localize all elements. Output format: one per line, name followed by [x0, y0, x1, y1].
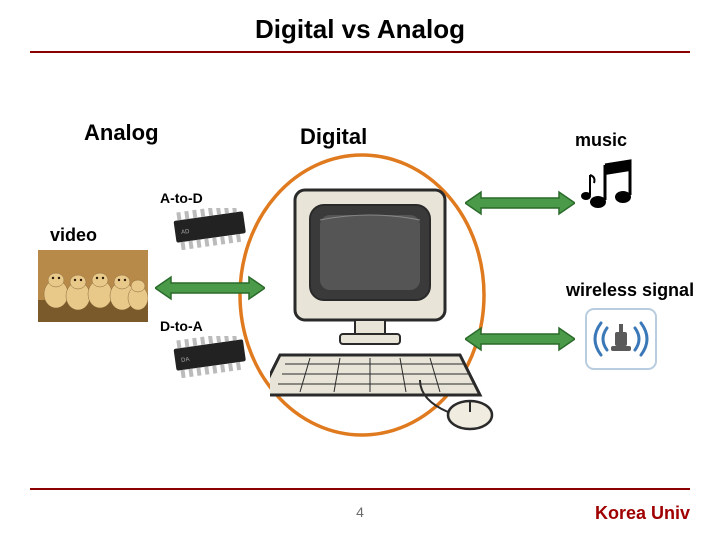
wireless-icon [585, 308, 657, 370]
music-label: music [575, 130, 627, 151]
analog-heading: Analog [84, 120, 159, 146]
adc-chip-icon: AD [165, 208, 255, 250]
computer-icon [270, 180, 500, 440]
music-notes-icon [580, 155, 650, 220]
dac-chip-icon: DA [165, 336, 255, 378]
wireless-label: wireless signal [566, 280, 694, 301]
arrow-video [155, 275, 265, 301]
svg-text:AD: AD [181, 229, 191, 236]
arrow-music [465, 190, 575, 216]
slide-title: Digital vs Analog [0, 0, 720, 45]
a-to-d-label: A-to-D [160, 190, 203, 206]
arrow-wireless [465, 326, 575, 352]
svg-text:DA: DA [181, 357, 190, 364]
footer-rule [30, 488, 690, 490]
footer-brand: Korea Univ [595, 503, 690, 524]
video-label: video [50, 225, 97, 246]
d-to-a-label: D-to-A [160, 318, 203, 334]
digital-heading: Digital [300, 124, 367, 150]
video-thumbnail [38, 250, 148, 322]
title-rule [30, 51, 690, 53]
